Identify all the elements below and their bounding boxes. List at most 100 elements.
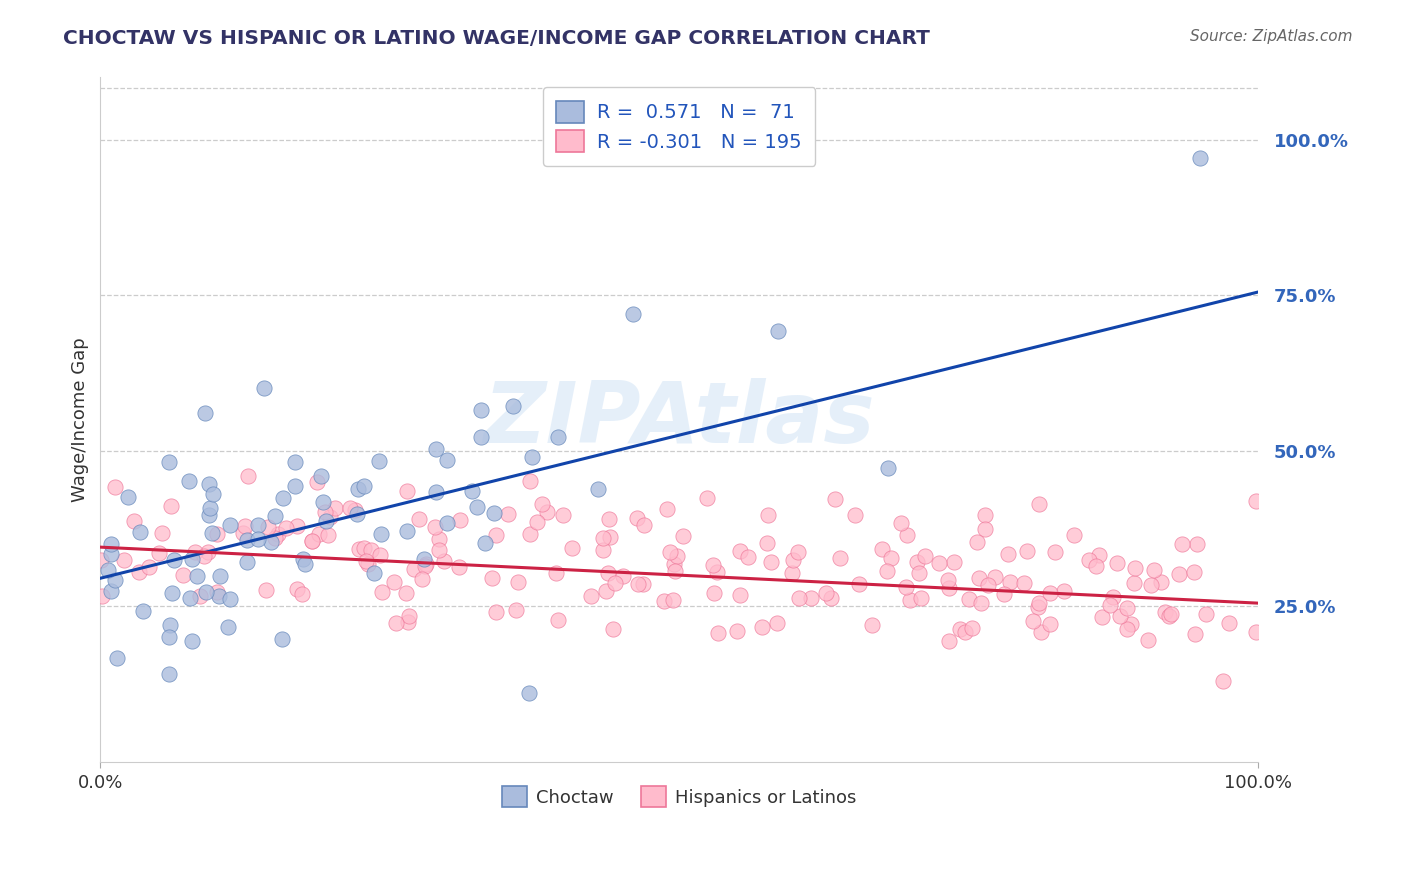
Point — [105, 651, 128, 665]
Point — [1077, 553, 1099, 567]
Point — [415, 559, 437, 574]
Point — [180, 551, 202, 566]
Point — [631, 577, 654, 591]
Point — [612, 569, 634, 583]
Point — [138, 560, 160, 574]
Point — [1026, 599, 1049, 614]
Point — [1116, 601, 1139, 615]
Point — [128, 565, 150, 579]
Point — [1039, 617, 1062, 632]
Point — [235, 555, 257, 569]
Point — [957, 591, 980, 606]
Point — [198, 501, 221, 516]
Point — [209, 569, 232, 583]
Point — [247, 532, 270, 546]
Point — [256, 520, 278, 534]
Point — [665, 549, 688, 563]
Point — [551, 508, 574, 522]
Point — [949, 623, 972, 637]
Point — [898, 593, 921, 607]
Point — [1115, 622, 1137, 636]
Y-axis label: Wage/Income Gap: Wage/Income Gap — [72, 337, 89, 502]
Point — [425, 442, 447, 456]
Point — [1171, 537, 1194, 551]
Point — [253, 381, 276, 395]
Point — [655, 501, 678, 516]
Text: ZIPAtlas: ZIPAtlas — [484, 378, 875, 461]
Point — [347, 482, 370, 496]
Point — [928, 556, 950, 570]
Point — [626, 511, 648, 525]
Point — [314, 505, 336, 519]
Point — [307, 475, 329, 489]
Point — [485, 605, 508, 619]
Point — [436, 516, 458, 530]
Point — [1140, 578, 1163, 592]
Point — [938, 581, 960, 595]
Point — [370, 527, 392, 541]
Point — [998, 575, 1021, 590]
Point — [197, 545, 219, 559]
Point — [1157, 609, 1180, 624]
Point — [595, 584, 617, 599]
Point — [254, 582, 277, 597]
Point — [312, 495, 335, 509]
Point — [505, 603, 527, 617]
Point — [546, 566, 568, 580]
Point — [1045, 545, 1067, 559]
Point — [315, 514, 337, 528]
Point — [436, 453, 458, 467]
Point — [820, 591, 842, 605]
Point — [205, 527, 228, 541]
Point — [943, 555, 966, 569]
Point — [602, 622, 624, 636]
Point — [579, 589, 602, 603]
Point — [274, 521, 297, 535]
Point — [163, 552, 186, 566]
Point — [485, 528, 508, 542]
Point — [150, 526, 173, 541]
Point — [910, 591, 932, 606]
Point — [481, 572, 503, 586]
Point — [117, 490, 139, 504]
Point — [271, 491, 294, 505]
Point — [672, 529, 695, 543]
Point — [103, 480, 125, 494]
Point — [291, 586, 314, 600]
Point — [520, 450, 543, 465]
Point — [890, 516, 912, 531]
Point — [1088, 548, 1111, 562]
Point — [977, 578, 1000, 592]
Point — [526, 515, 548, 529]
Point — [363, 566, 385, 580]
Point — [100, 584, 122, 599]
Legend: Choctaw, Hispanics or Latinos: Choctaw, Hispanics or Latinos — [495, 779, 863, 814]
Point — [247, 517, 270, 532]
Point — [751, 619, 773, 633]
Point — [894, 581, 917, 595]
Point — [396, 615, 419, 629]
Point — [1188, 151, 1211, 165]
Point — [1119, 617, 1142, 632]
Point — [157, 667, 180, 681]
Point — [1085, 558, 1108, 573]
Point — [343, 503, 366, 517]
Point — [547, 429, 569, 443]
Point — [284, 455, 307, 469]
Point — [914, 549, 936, 563]
Point — [725, 624, 748, 639]
Point — [598, 511, 620, 525]
Point — [983, 570, 1005, 584]
Point — [496, 507, 519, 521]
Point — [880, 551, 903, 566]
Point — [100, 547, 122, 561]
Point — [291, 552, 314, 566]
Point — [1039, 586, 1062, 600]
Point — [308, 526, 330, 541]
Point — [219, 518, 242, 533]
Point — [353, 541, 375, 555]
Point — [1012, 575, 1035, 590]
Point — [232, 525, 254, 540]
Point — [1107, 556, 1129, 570]
Point — [236, 469, 259, 483]
